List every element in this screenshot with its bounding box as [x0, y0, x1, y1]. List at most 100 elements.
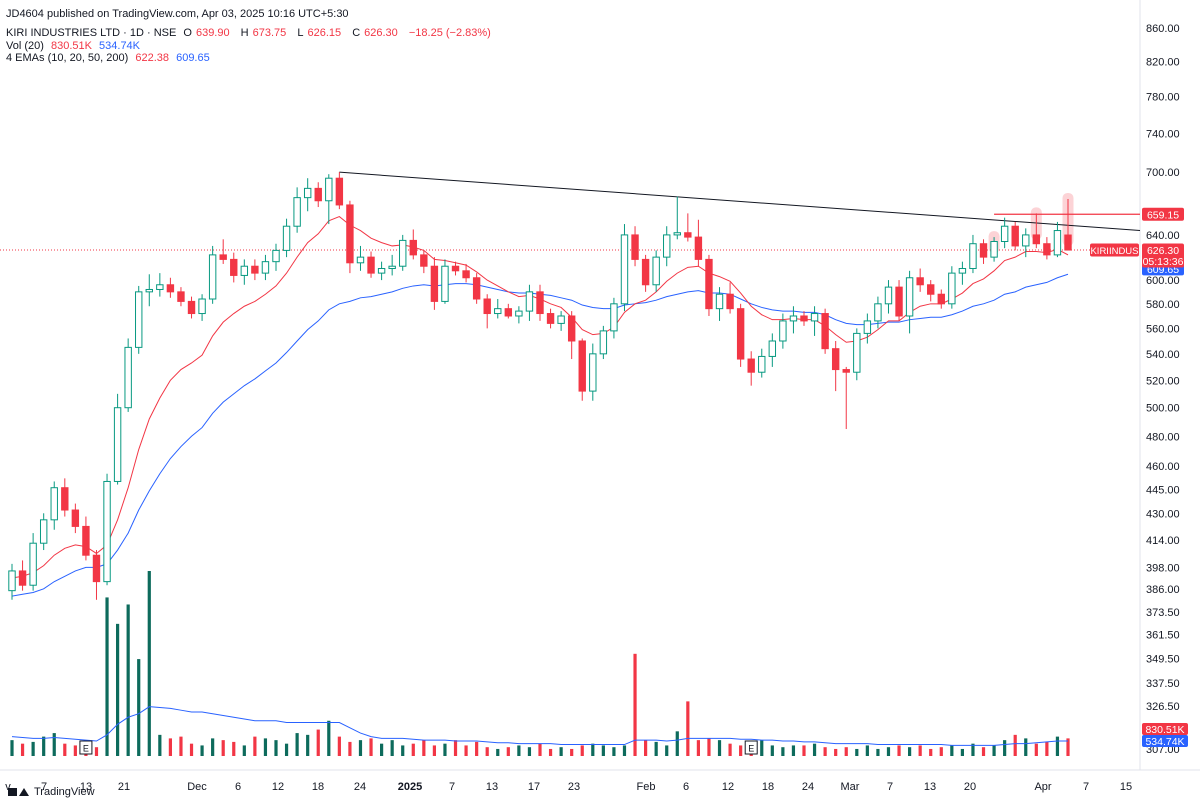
candle [420, 250, 428, 274]
candle [187, 296, 196, 319]
candle [82, 516, 90, 561]
candle-body [103, 480, 111, 583]
candle-body [641, 258, 650, 286]
open-label: O [183, 27, 192, 39]
candle [694, 219, 703, 267]
volume-bar [31, 741, 35, 756]
price-tick-label: 540.00 [1146, 349, 1180, 361]
volume-ma-line [11, 706, 1068, 746]
ema10-line [11, 215, 1069, 579]
candle [377, 261, 386, 281]
volume-tag-bg [1142, 735, 1188, 747]
volume-bar [348, 741, 352, 756]
candle [705, 254, 713, 316]
time-tick-label: 23 [568, 781, 580, 793]
symbol-name[interactable]: KIRI INDUSTRIES LTD · 1D · NSE [6, 27, 177, 39]
candle [1053, 221, 1062, 258]
candle [346, 200, 354, 274]
candle [1032, 213, 1041, 249]
candle-body [1011, 225, 1019, 247]
candle-body [715, 293, 724, 310]
candle [409, 229, 417, 260]
published-text: JD4604 published on TradingView.com, Apr… [6, 8, 349, 20]
candle [905, 270, 914, 334]
candle-body [663, 234, 671, 258]
candle-body [831, 348, 840, 371]
candle [927, 280, 935, 302]
candle [145, 274, 153, 307]
candle-body [50, 487, 58, 521]
volume-bar [601, 745, 605, 756]
candle-body [156, 284, 164, 290]
candle-body [620, 234, 629, 305]
volume-bar [960, 748, 964, 756]
volume-bar [802, 745, 806, 756]
volume-bar [221, 740, 225, 756]
candle-body [1022, 234, 1030, 247]
volume-bar [358, 740, 363, 756]
candle [103, 473, 111, 586]
candle-body [420, 254, 428, 267]
candle [399, 234, 407, 271]
price-tick-label: 430.00 [1146, 508, 1180, 520]
volume-bar [559, 747, 563, 756]
time-tick-label: 24 [802, 781, 814, 793]
candle [969, 234, 977, 274]
volume-legend[interactable]: Vol (20) 830.51K 534.74K [6, 39, 144, 53]
close-value: 626.30 [364, 27, 398, 39]
time-tick-label: 15 [1120, 781, 1132, 793]
candle-body [198, 298, 206, 315]
price-tick-label: 640.00 [1146, 230, 1180, 242]
time-tick-label: 20 [964, 781, 976, 793]
candle-body [726, 293, 734, 310]
candle-body [92, 554, 101, 583]
time-tick-label: 6 [235, 781, 241, 793]
candle [430, 257, 439, 310]
candle [1000, 217, 1009, 249]
volume-bar [179, 736, 183, 756]
candle-body [251, 265, 259, 274]
candle-body [187, 300, 196, 315]
candle [39, 513, 48, 551]
volume-bar [918, 745, 922, 756]
candle-body [293, 197, 301, 227]
candle [884, 280, 893, 314]
candle [504, 303, 513, 319]
volume-bar [770, 745, 774, 756]
volume-bar [1066, 738, 1070, 756]
ema-legend[interactable]: 4 EMAs (10, 20, 50, 200) 622.38 609.65 [6, 51, 214, 65]
volume-bar [126, 604, 130, 756]
candle [842, 366, 850, 430]
candle [198, 294, 206, 321]
volume-bar [232, 741, 236, 756]
volume-bar [739, 745, 743, 756]
time-tick-label: 18 [312, 781, 324, 793]
candle [673, 196, 681, 240]
candle-body [821, 313, 829, 350]
candle-body [610, 303, 618, 332]
ticker-tag-text: KIRIINDUS [1090, 246, 1138, 257]
price-tick-label: 480.00 [1146, 431, 1180, 443]
candle-body [937, 293, 945, 305]
earnings-marker: E [744, 740, 758, 755]
volume-bar [137, 659, 141, 756]
candle [335, 172, 344, 210]
volume-tag-bg [1142, 723, 1188, 735]
candle [589, 343, 597, 401]
candle-body [272, 249, 280, 263]
candle [367, 251, 375, 278]
time-tick-label: Feb [637, 781, 656, 793]
earnings-marker: E [79, 740, 93, 755]
resistance-price-tag-bg [1142, 207, 1184, 221]
tradingview-footer[interactable]: TradingView [8, 786, 95, 798]
candle [515, 306, 523, 324]
volume-bar [263, 738, 268, 756]
candle [979, 239, 988, 264]
candle-body [789, 315, 798, 322]
volume-label: Vol (20) [6, 40, 44, 52]
candle [293, 187, 301, 233]
candle-body [346, 204, 354, 264]
time-tick-label: 7 [449, 781, 455, 793]
volume-value: 830.51K [50, 40, 92, 52]
